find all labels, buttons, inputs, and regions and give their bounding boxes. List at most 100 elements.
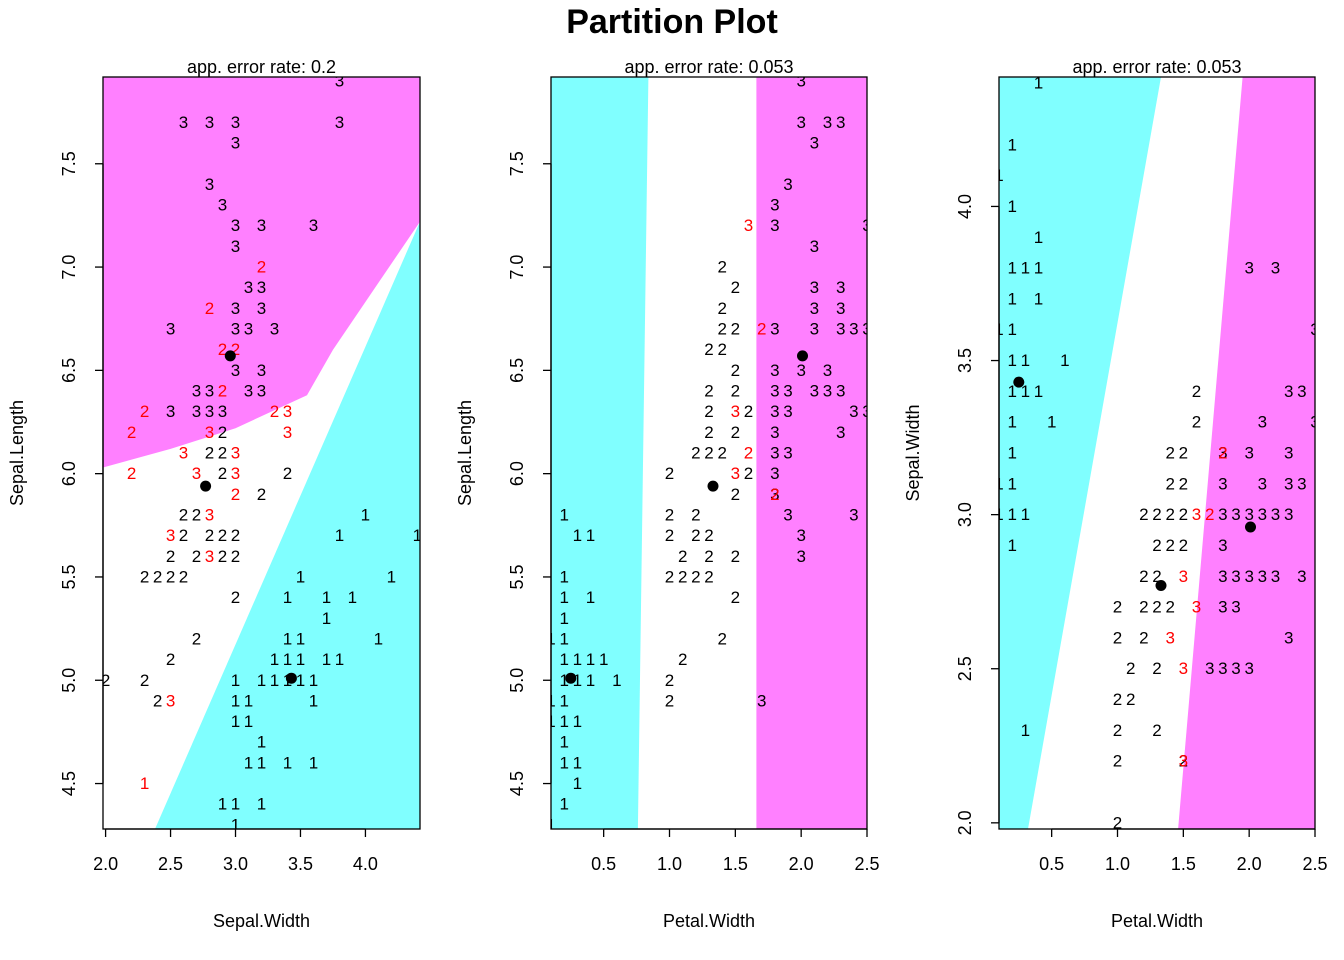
x-tick-label: 3.5 bbox=[288, 854, 313, 874]
data-point: 2 bbox=[1165, 505, 1174, 524]
x-axis-label: Sepal.Width bbox=[213, 911, 310, 931]
data-point: 3 bbox=[1284, 505, 1293, 524]
y-tick-label: 3.5 bbox=[955, 348, 975, 373]
data-point: 3 bbox=[231, 113, 240, 132]
data-point: 3 bbox=[783, 402, 792, 421]
data-point: 2 bbox=[704, 526, 713, 545]
data-point: 2 bbox=[678, 568, 687, 587]
data-point: 3 bbox=[783, 506, 792, 525]
data-point: 3 bbox=[810, 278, 819, 297]
data-point: 3 bbox=[1192, 598, 1201, 617]
data-point: 3 bbox=[796, 113, 805, 132]
data-point: 2 bbox=[140, 671, 149, 690]
data-point: 2 bbox=[1139, 505, 1148, 524]
data-point: 3 bbox=[205, 382, 214, 401]
data-point: 3 bbox=[810, 299, 819, 318]
x-tick-label: 4.0 bbox=[353, 854, 378, 874]
data-point: 1 bbox=[1007, 474, 1016, 493]
data-point: 2 bbox=[231, 547, 240, 566]
data-point: 1 bbox=[559, 629, 568, 648]
data-point: 3 bbox=[166, 402, 175, 421]
data-point: 3 bbox=[862, 320, 871, 339]
data-point: 3 bbox=[1244, 567, 1253, 586]
x-tick-label: 2.5 bbox=[1302, 854, 1327, 874]
data-point: 2 bbox=[179, 568, 188, 587]
data-point: 1 bbox=[1007, 197, 1016, 216]
data-point: 2 bbox=[1152, 659, 1161, 678]
data-point: 2 bbox=[231, 588, 240, 607]
data-point: 2 bbox=[691, 568, 700, 587]
data-point: 2 bbox=[218, 526, 227, 545]
data-point: 3 bbox=[744, 216, 753, 235]
data-point: 3 bbox=[1218, 598, 1227, 617]
data-point: 1 bbox=[140, 774, 149, 793]
data-point: 2 bbox=[1179, 752, 1188, 771]
data-point: 2 bbox=[192, 506, 201, 525]
data-point: 2 bbox=[166, 568, 175, 587]
data-point: 1 bbox=[546, 691, 555, 710]
data-point: 3 bbox=[231, 444, 240, 463]
data-point: 3 bbox=[1218, 536, 1227, 555]
class-centroid bbox=[1245, 521, 1256, 533]
y-tick-label: 2.0 bbox=[955, 810, 975, 835]
data-point: 2 bbox=[717, 340, 726, 359]
data-point: 1 bbox=[586, 588, 595, 607]
data-point: 3 bbox=[205, 506, 214, 525]
y-tick-label: 5.0 bbox=[507, 668, 527, 693]
y-axis-label: Sepal.Length bbox=[455, 400, 475, 506]
data-point: 1 bbox=[1007, 135, 1016, 154]
data-point: 3 bbox=[849, 320, 858, 339]
data-point: 1 bbox=[559, 588, 568, 607]
data-point: 2 bbox=[731, 278, 740, 297]
y-tick-label: 3.0 bbox=[955, 502, 975, 527]
data-point: 1 bbox=[1021, 351, 1030, 370]
y-tick-label: 6.5 bbox=[59, 358, 79, 383]
data-point: 1 bbox=[1034, 382, 1043, 401]
data-point: 3 bbox=[836, 299, 845, 318]
data-point: 2 bbox=[1152, 721, 1161, 740]
data-point: 2 bbox=[179, 526, 188, 545]
data-point: 3 bbox=[796, 526, 805, 545]
data-point: 3 bbox=[783, 382, 792, 401]
data-point: 2 bbox=[1152, 598, 1161, 617]
class-centroid bbox=[797, 350, 808, 362]
data-point: 1 bbox=[559, 671, 568, 690]
data-point: 3 bbox=[810, 237, 819, 256]
data-point: 2 bbox=[717, 299, 726, 318]
data-point: 3 bbox=[192, 402, 201, 421]
data-point: 3 bbox=[1258, 505, 1267, 524]
data-point: 2 bbox=[744, 464, 753, 483]
data-point: 1 bbox=[586, 671, 595, 690]
data-point: 1 bbox=[335, 526, 344, 545]
y-tick-label: 2.5 bbox=[955, 656, 975, 681]
data-point: 1 bbox=[296, 568, 305, 587]
data-point: 1 bbox=[1034, 74, 1043, 93]
regions bbox=[551, 77, 867, 829]
data-point: 3 bbox=[1218, 505, 1227, 524]
class-centroid bbox=[285, 672, 297, 684]
data-point: 3 bbox=[1218, 444, 1227, 463]
data-point: 2 bbox=[770, 485, 779, 504]
data-point: 1 bbox=[546, 629, 555, 648]
data-point: 2 bbox=[257, 485, 266, 504]
region-class-1 bbox=[999, 77, 1161, 829]
data-point: 1 bbox=[296, 650, 305, 669]
data-point: 3 bbox=[1284, 474, 1293, 493]
data-point: 3 bbox=[823, 361, 832, 380]
data-point: 1 bbox=[1021, 382, 1030, 401]
data-point: 1 bbox=[1047, 413, 1056, 432]
data-point: 3 bbox=[1310, 413, 1319, 432]
data-point: 2 bbox=[665, 526, 674, 545]
data-point: 3 bbox=[166, 320, 175, 339]
data-point: 2 bbox=[1179, 505, 1188, 524]
data-point: 1 bbox=[559, 733, 568, 752]
data-point: 1 bbox=[270, 671, 279, 690]
region-class-3 bbox=[103, 77, 420, 468]
main-title: Partition Plot bbox=[566, 3, 778, 41]
region-class-3 bbox=[756, 77, 867, 829]
data-point: 2 bbox=[257, 258, 266, 277]
data-point: 3 bbox=[1284, 382, 1293, 401]
data-point: 3 bbox=[335, 72, 344, 91]
data-point: 1 bbox=[296, 629, 305, 648]
